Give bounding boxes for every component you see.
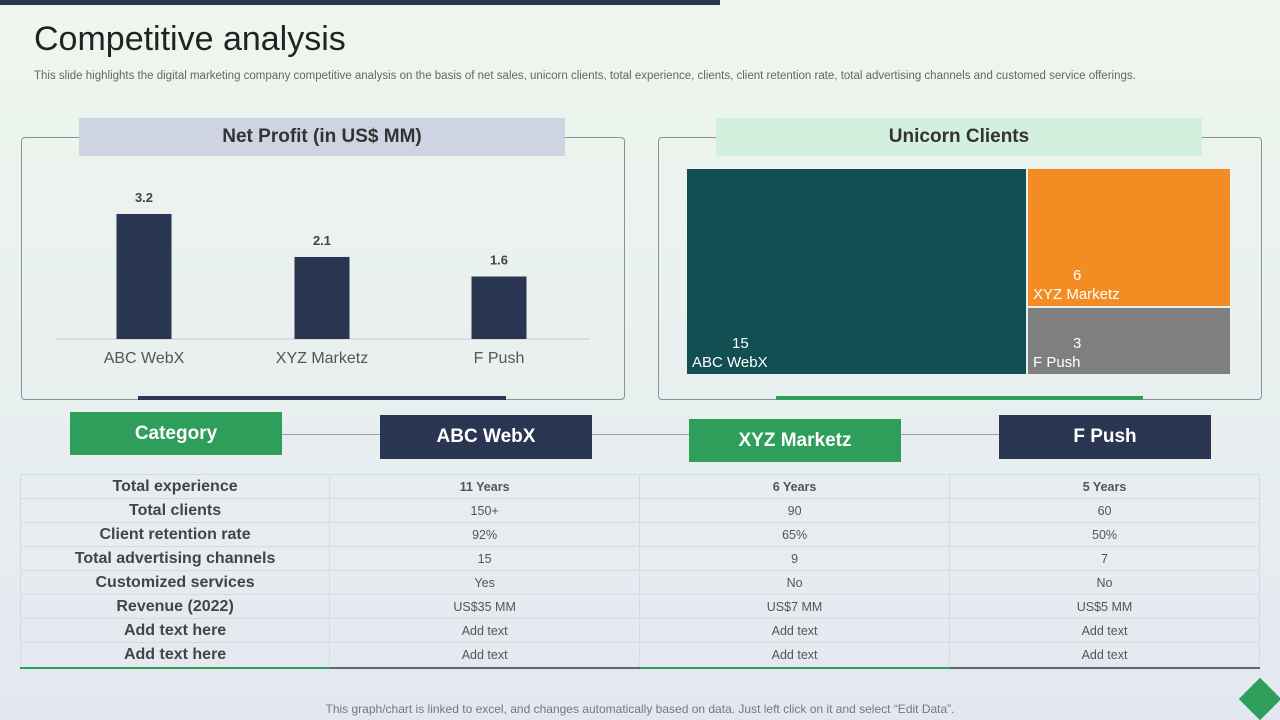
page-title: Competitive analysis <box>34 20 346 58</box>
table-row: Customized services Yes No No <box>19 570 1260 595</box>
unicorn-clients-underline <box>776 396 1143 400</box>
row-label: Client retention rate <box>19 522 331 547</box>
table-row: Revenue (2022) US$35 MM US$7 MM US$5 MM <box>19 594 1260 619</box>
top-accent-bar <box>0 0 720 5</box>
table-cell: 11 Years <box>329 474 641 499</box>
row-label: Add text here <box>19 618 331 643</box>
table-cell: Yes <box>329 570 641 595</box>
footer-note: This graph/chart is linked to excel, and… <box>325 702 955 716</box>
table-cell: 60 <box>949 498 1260 523</box>
row-label: Revenue (2022) <box>19 594 331 619</box>
xyz-marketz-header: XYZ Marketz <box>689 419 901 462</box>
treemap-value: 3 <box>1073 335 1082 352</box>
table-cell: 92% <box>329 522 641 547</box>
table-cell: No <box>639 570 951 595</box>
row-label: Total experience <box>19 474 331 499</box>
row-label: Total advertising channels <box>19 546 331 571</box>
table-row: Total experience 11 Years 6 Years 5 Years <box>19 474 1260 499</box>
header-connector-line <box>175 434 1115 435</box>
net-profit-header: Net Profit (in US$ MM) <box>79 118 565 156</box>
f-push-header: F Push <box>999 415 1211 459</box>
bar[interactable] <box>294 256 350 339</box>
table-cell: Add text <box>329 642 641 669</box>
treemap-value: 15 <box>732 335 749 352</box>
bar-value-label: 2.1 <box>313 233 331 248</box>
table-cell: Add text <box>949 618 1260 643</box>
x-tick-label: F Push <box>474 350 525 367</box>
row-label: Customized services <box>19 570 331 595</box>
table-cell: 65% <box>639 522 951 547</box>
bar-value-label: 3.2 <box>135 190 153 205</box>
table-cell: 90 <box>639 498 951 523</box>
treemap-label: XYZ Marketz <box>1033 286 1120 303</box>
table-cell: 9 <box>639 546 951 571</box>
bar[interactable] <box>471 276 527 340</box>
row-label: Total clients <box>19 498 331 523</box>
table-cell: Add text <box>329 618 641 643</box>
table-row: Total advertising channels 15 9 7 <box>19 546 1260 571</box>
table-cell: 5 Years <box>949 474 1260 499</box>
treemap-label: F Push <box>1033 354 1081 371</box>
x-tick-label: ABC WebX <box>104 350 185 367</box>
table-cell: 50% <box>949 522 1260 547</box>
treemap-value: 6 <box>1073 267 1082 284</box>
table-cell: US$35 MM <box>329 594 641 619</box>
table-row: Client retention rate 92% 65% 50% <box>19 522 1260 547</box>
table-cell: 150+ <box>329 498 641 523</box>
bar-value-label: 1.6 <box>490 253 508 268</box>
table-row: Total clients 150+ 90 60 <box>19 498 1260 523</box>
comparison-table: Total experience 11 Years 6 Years 5 Years To… <box>19 474 1260 669</box>
table-cell: US$7 MM <box>639 594 951 619</box>
table-cell: 15 <box>329 546 641 571</box>
net-profit-underline <box>138 396 506 400</box>
x-tick-label: XYZ Marketz <box>276 350 368 367</box>
bar[interactable] <box>116 214 172 339</box>
treemap-cell[interactable]: 6 XYZ Marketz <box>1028 169 1230 306</box>
page-subtitle: This slide highlights the digital market… <box>34 70 1136 82</box>
table-cell: Add text <box>639 642 951 669</box>
table-row: Add text here Add text Add text Add text <box>19 642 1260 669</box>
abc-webx-header: ABC WebX <box>380 415 592 459</box>
row-label: Add text here <box>19 642 331 669</box>
category-header: Category <box>70 412 282 455</box>
table-cell: 7 <box>949 546 1260 571</box>
table-cell: 6 Years <box>639 474 951 499</box>
table-cell: Add text <box>639 618 951 643</box>
unicorn-clients-header: Unicorn Clients <box>716 118 1202 156</box>
treemap-cell[interactable]: 15 ABC WebX <box>687 169 1026 374</box>
table-row: Add text here Add text Add text Add text <box>19 618 1260 643</box>
table-cell: Add text <box>949 642 1260 669</box>
treemap-cell[interactable]: 3 F Push <box>1028 308 1230 374</box>
table-cell: US$5 MM <box>949 594 1260 619</box>
treemap-label: ABC WebX <box>692 354 768 371</box>
table-cell: No <box>949 570 1260 595</box>
